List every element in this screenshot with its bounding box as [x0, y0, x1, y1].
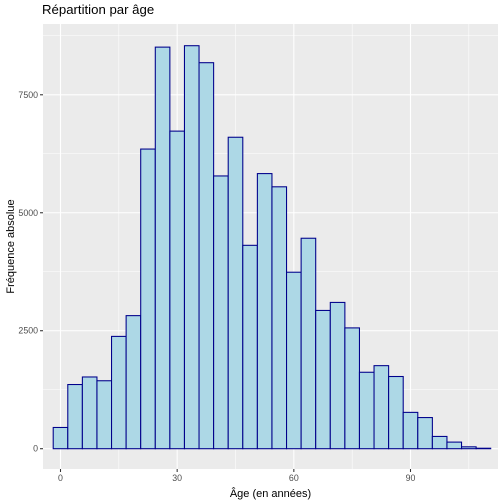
histogram-bar — [52, 426, 69, 450]
histogram-bar — [461, 446, 477, 450]
x-tick-label: 90 — [406, 473, 416, 483]
histogram-bar — [81, 376, 98, 450]
x-tick-label: 0 — [58, 473, 63, 483]
histogram-bar — [446, 441, 463, 450]
histogram-bar — [271, 186, 288, 450]
histogram-bar — [67, 383, 83, 450]
y-axis: 0 2500 5000 7500 — [18, 90, 43, 454]
histogram-bar — [125, 315, 142, 450]
y-axis-title: Fréquence absolue — [5, 199, 17, 293]
y-tick-label: 5000 — [18, 208, 38, 218]
y-tick-label: 7500 — [18, 90, 38, 100]
histogram-bar — [227, 136, 244, 450]
histogram-bar — [344, 327, 360, 450]
y-tick-label: 2500 — [18, 326, 38, 336]
x-tick-label: 60 — [289, 473, 299, 483]
histogram-bar — [402, 411, 419, 450]
histogram-bar — [373, 365, 390, 450]
x-tick-label: 30 — [172, 473, 182, 483]
x-axis: 0 30 60 90 — [58, 469, 415, 483]
histogram-bar — [213, 175, 229, 450]
histogram-bar — [198, 62, 215, 450]
histogram-bar — [315, 309, 331, 450]
histogram-bar — [329, 301, 346, 450]
histogram-bar — [388, 375, 404, 450]
histogram-bar — [358, 371, 375, 450]
x-axis-title: Âge (en années) — [230, 487, 311, 500]
histogram-bar — [242, 244, 258, 450]
histogram-bar — [96, 380, 113, 450]
histogram-bar — [431, 435, 448, 450]
chart-title: Répartition par âge — [42, 2, 154, 17]
histogram-bar — [111, 335, 127, 450]
histogram-bar — [183, 45, 200, 450]
histogram-bar — [417, 417, 433, 450]
histogram-bar — [140, 148, 156, 450]
histogram-bar — [256, 173, 273, 450]
histogram-bar — [169, 130, 185, 450]
histogram-bars — [52, 45, 492, 450]
histogram-bar — [300, 237, 317, 450]
histogram-bar — [154, 46, 171, 450]
y-tick-label: 0 — [33, 444, 38, 454]
histogram-bar — [286, 271, 302, 450]
